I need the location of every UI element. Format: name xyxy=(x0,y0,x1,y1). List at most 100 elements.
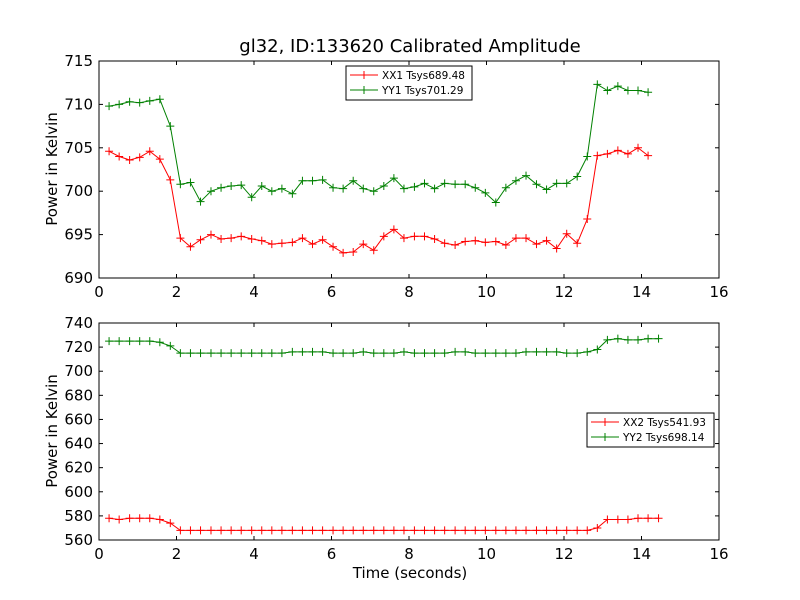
data-point xyxy=(227,181,236,190)
data-point xyxy=(542,236,551,245)
data-point xyxy=(277,184,286,193)
data-point xyxy=(603,149,612,158)
x-tick-label: 6 xyxy=(327,283,337,301)
data-point xyxy=(115,152,124,161)
data-point xyxy=(511,234,520,243)
x-tick-label: 10 xyxy=(477,545,496,563)
data-point xyxy=(410,526,419,535)
data-point xyxy=(379,181,388,190)
data-point xyxy=(644,151,653,160)
x-tick-label: 16 xyxy=(709,545,728,563)
data-point xyxy=(440,526,449,535)
data-point xyxy=(298,526,307,535)
data-point xyxy=(308,347,317,356)
data-point xyxy=(613,334,622,343)
data-point xyxy=(593,523,602,532)
data-point xyxy=(552,179,561,188)
x-tick-label: 2 xyxy=(172,283,182,301)
data-point xyxy=(389,174,398,183)
data-point xyxy=(176,349,185,358)
data-point xyxy=(420,232,429,241)
y-tick-label: 700 xyxy=(64,182,93,200)
data-point xyxy=(166,341,175,350)
series-line xyxy=(108,147,649,254)
data-point xyxy=(267,526,276,535)
data-point xyxy=(105,337,114,346)
data-point xyxy=(267,187,276,196)
data-point xyxy=(481,238,490,247)
data-point xyxy=(277,349,286,358)
data-point xyxy=(481,526,490,535)
data-point xyxy=(125,514,134,523)
data-point xyxy=(369,349,378,358)
y-tick-label: 680 xyxy=(64,386,93,404)
data-point xyxy=(155,338,164,347)
x-tick-label: 8 xyxy=(404,545,414,563)
data-point xyxy=(339,349,348,358)
data-point xyxy=(308,176,317,185)
y-tick-label: 740 xyxy=(64,314,93,332)
data-point xyxy=(206,187,215,196)
data-point xyxy=(461,347,470,356)
data-point xyxy=(257,236,266,245)
data-point xyxy=(542,185,551,194)
legend-box xyxy=(586,412,715,448)
data-point xyxy=(634,86,643,95)
data-point xyxy=(227,234,236,243)
data-point xyxy=(329,242,338,251)
y-axis-label: Power in Kelvin xyxy=(43,112,61,226)
data-point xyxy=(145,514,154,523)
x-tick-label: 8 xyxy=(404,283,414,301)
data-point xyxy=(573,526,582,535)
data-point xyxy=(298,347,307,356)
data-point xyxy=(359,240,368,249)
data-point xyxy=(623,86,632,95)
y-tick-label: 640 xyxy=(64,435,93,453)
data-point xyxy=(644,514,653,523)
data-point xyxy=(227,526,236,535)
data-point xyxy=(613,82,622,91)
data-point xyxy=(105,102,114,111)
data-point xyxy=(634,335,643,344)
data-point xyxy=(522,347,531,356)
data-point xyxy=(176,526,185,535)
data-point xyxy=(613,146,622,155)
data-point xyxy=(166,519,175,528)
data-point xyxy=(471,236,480,245)
bottom-chart: Time (seconds) Power in Kelvin 0 2 4 6 8 10 12… xyxy=(43,314,729,582)
data-point xyxy=(115,337,124,346)
data-point xyxy=(451,241,460,250)
data-point xyxy=(461,180,470,189)
data-point xyxy=(145,337,154,346)
data-point xyxy=(359,184,368,193)
data-point xyxy=(329,183,338,192)
data-point xyxy=(349,526,358,535)
data-point xyxy=(623,335,632,344)
data-point xyxy=(623,149,632,158)
x-tick-label: 14 xyxy=(632,283,651,301)
data-point xyxy=(532,180,541,189)
data-point xyxy=(247,526,256,535)
data-point xyxy=(430,184,439,193)
x-tick-label: 10 xyxy=(477,283,496,301)
data-point xyxy=(196,197,205,206)
data-point xyxy=(511,176,520,185)
data-point xyxy=(583,214,592,223)
data-point xyxy=(389,225,398,234)
data-point xyxy=(603,335,612,344)
data-point xyxy=(562,349,571,358)
x-tick-label: 0 xyxy=(94,545,104,563)
data-point xyxy=(359,526,368,535)
data-point xyxy=(511,349,520,358)
data-point xyxy=(481,188,490,197)
data-point xyxy=(308,526,317,535)
data-point xyxy=(491,198,500,207)
data-point xyxy=(522,234,531,243)
data-point xyxy=(125,97,134,106)
data-point xyxy=(471,183,480,192)
data-point xyxy=(552,244,561,253)
legend-marker-yy1 xyxy=(360,86,368,94)
data-point xyxy=(420,179,429,188)
data-point xyxy=(644,88,653,97)
